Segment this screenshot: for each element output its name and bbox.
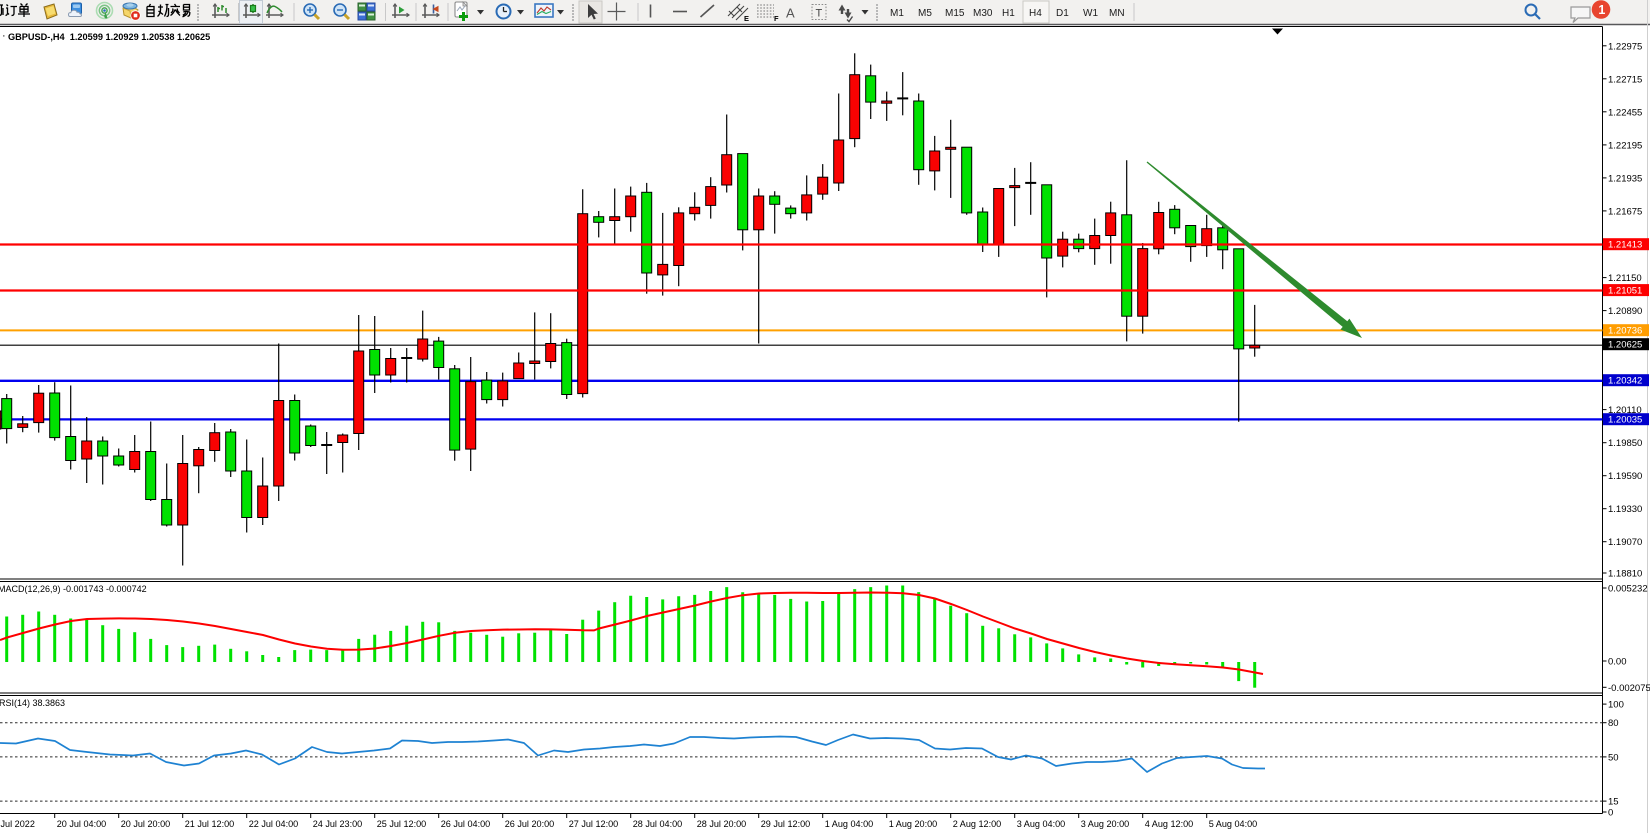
svg-text:1.21051: 1.21051 [1608, 286, 1642, 297]
svg-text:0.005232: 0.005232 [1608, 584, 1648, 595]
svg-text:MACD(12,26,9) -0.001743 -0.000: MACD(12,26,9) -0.001743 -0.000742 [0, 584, 147, 594]
svg-text:5 Aug 04:00: 5 Aug 04:00 [1209, 819, 1258, 829]
svg-text:26 Jul 04:00: 26 Jul 04:00 [441, 819, 491, 829]
svg-text:1 Aug 04:00: 1 Aug 04:00 [825, 819, 874, 829]
svg-text:1.21935: 1.21935 [1608, 173, 1642, 184]
svg-text:M1: M1 [890, 8, 904, 19]
svg-text:GBPUSD-,H4 1.20599 1.20929 1.: GBPUSD-,H4 1.20599 1.20929 1.20538 1.206… [8, 32, 210, 42]
svg-text:Jul 2022: Jul 2022 [1, 819, 35, 829]
svg-text:E: E [744, 14, 749, 23]
svg-text:M30: M30 [973, 8, 993, 19]
svg-text:-0.002075: -0.002075 [1608, 683, 1650, 694]
svg-text:1.20110: 1.20110 [1608, 405, 1642, 416]
svg-text:1.20625: 1.20625 [1608, 340, 1642, 351]
svg-text:1.20035: 1.20035 [1608, 415, 1642, 426]
svg-text:80: 80 [1608, 718, 1619, 729]
svg-text:0.00: 0.00 [1608, 657, 1627, 668]
svg-text:1.19850: 1.19850 [1608, 438, 1642, 449]
svg-text:1: 1 [1598, 3, 1605, 17]
svg-text:1.22455: 1.22455 [1608, 107, 1642, 118]
svg-text:1.21675: 1.21675 [1608, 206, 1642, 217]
svg-text:1.20342: 1.20342 [1608, 376, 1642, 387]
svg-text:H4: H4 [1029, 8, 1042, 19]
svg-text:28 Jul 04:00: 28 Jul 04:00 [633, 819, 683, 829]
svg-text:20 Jul 20:00: 20 Jul 20:00 [121, 819, 171, 829]
svg-text:50: 50 [1608, 752, 1619, 763]
svg-text:20 Jul 04:00: 20 Jul 04:00 [57, 819, 107, 829]
svg-text:T: T [816, 8, 823, 20]
svg-text:0: 0 [1608, 808, 1613, 819]
svg-text:1.21150: 1.21150 [1608, 273, 1642, 284]
svg-text:2 Aug 12:00: 2 Aug 12:00 [953, 819, 1002, 829]
svg-text:29 Jul 12:00: 29 Jul 12:00 [761, 819, 811, 829]
svg-text:H1: H1 [1002, 8, 1015, 19]
svg-text:28 Jul 20:00: 28 Jul 20:00 [697, 819, 747, 829]
svg-text:21 Jul 12:00: 21 Jul 12:00 [185, 819, 235, 829]
svg-text:1.20890: 1.20890 [1608, 306, 1642, 317]
svg-text:1 Aug 20:00: 1 Aug 20:00 [889, 819, 938, 829]
svg-text:1.22975: 1.22975 [1608, 41, 1642, 52]
svg-text:1.22195: 1.22195 [1608, 140, 1642, 151]
svg-text:RSI(14) 38.3863: RSI(14) 38.3863 [0, 698, 65, 708]
svg-text:·: · [2, 30, 6, 42]
svg-text:1.19330: 1.19330 [1608, 504, 1642, 515]
svg-text:1.18810: 1.18810 [1608, 569, 1642, 580]
svg-text:4 Aug 12:00: 4 Aug 12:00 [1145, 819, 1194, 829]
svg-text:1.21413: 1.21413 [1608, 240, 1642, 251]
svg-text:F: F [774, 14, 779, 23]
svg-text:100: 100 [1608, 700, 1624, 711]
svg-text:W1: W1 [1083, 8, 1098, 19]
svg-text:22 Jul 04:00: 22 Jul 04:00 [249, 819, 299, 829]
svg-text:1.20736: 1.20736 [1608, 326, 1642, 337]
svg-text:1.22715: 1.22715 [1608, 74, 1642, 85]
svg-text:15: 15 [1608, 797, 1619, 808]
svg-text:3 Aug 04:00: 3 Aug 04:00 [1017, 819, 1066, 829]
svg-text:A: A [786, 6, 795, 21]
svg-text:24 Jul 23:00: 24 Jul 23:00 [313, 819, 363, 829]
svg-text:3 Aug 20:00: 3 Aug 20:00 [1081, 819, 1130, 829]
svg-text:MN: MN [1109, 8, 1125, 19]
svg-text:1.19070: 1.19070 [1608, 537, 1642, 548]
svg-text:D1: D1 [1056, 8, 1069, 19]
svg-text:1.19590: 1.19590 [1608, 471, 1642, 482]
svg-text:M15: M15 [945, 8, 965, 19]
svg-text:M5: M5 [918, 8, 932, 19]
svg-text:26 Jul 20:00: 26 Jul 20:00 [505, 819, 555, 829]
svg-text:25 Jul 12:00: 25 Jul 12:00 [377, 819, 427, 829]
svg-text:27 Jul 12:00: 27 Jul 12:00 [569, 819, 619, 829]
